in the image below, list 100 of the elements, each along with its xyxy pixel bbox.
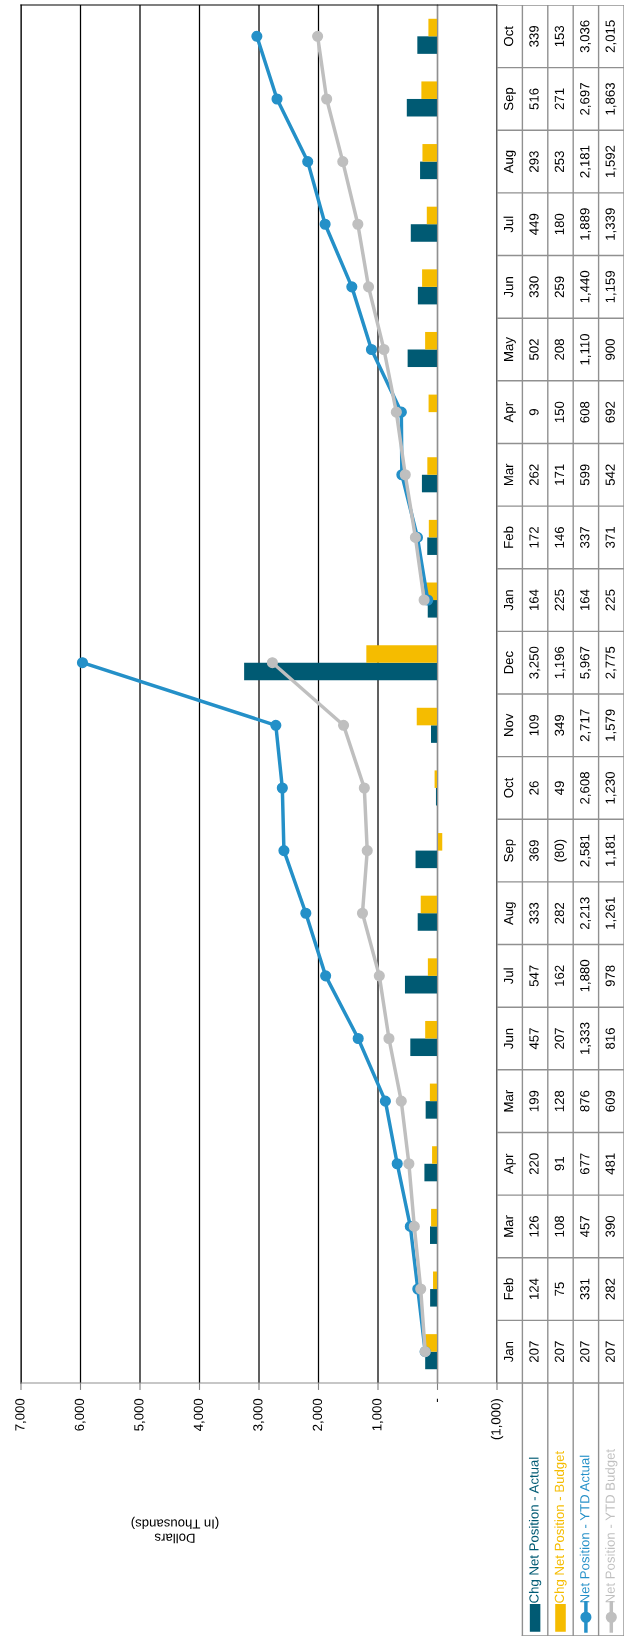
- data-label: 369: [529, 840, 539, 862]
- y-tick-label: Jun: [504, 1028, 514, 1049]
- data-label: 282: [554, 902, 565, 924]
- data-label: 225: [554, 589, 565, 611]
- y-tick-label: Sep: [503, 87, 516, 111]
- data-label: 126: [529, 1215, 539, 1237]
- data-label: 2,181: [580, 145, 591, 178]
- data-label: 124: [529, 1278, 539, 1300]
- x-tick-label: 1,000: [372, 1398, 384, 1431]
- text: Chg Net Position - Actual: [528, 1457, 542, 1603]
- text: 2,581: [580, 834, 591, 867]
- text: 1,579: [605, 709, 617, 741]
- data-label: 333: [529, 902, 539, 924]
- text: 2,717: [580, 709, 591, 742]
- data-label: 171: [554, 464, 564, 485]
- y-tick-label: Jul: [503, 968, 514, 985]
- data-label: 1,592: [605, 145, 617, 178]
- text: 1,880: [580, 959, 591, 992]
- data-label: 128: [554, 1090, 565, 1112]
- text: 2,213: [580, 897, 591, 930]
- text: Net Position - YTD Actual: [579, 1455, 590, 1603]
- data-label: 3,250: [529, 646, 541, 679]
- text: 1,333: [580, 1022, 591, 1054]
- text: 1,261: [605, 897, 617, 929]
- data-label: 542: [605, 464, 615, 486]
- y-tick-label: Mar: [504, 463, 514, 486]
- text: Chg Net Position - Budget: [554, 1450, 567, 1603]
- text: 816: [605, 1028, 615, 1049]
- x-tick-label: 7,000: [15, 1398, 27, 1431]
- data-label: 9: [529, 409, 539, 416]
- data-label: 180: [554, 213, 565, 235]
- data-label: 262: [529, 464, 539, 486]
- text: 331: [580, 1278, 590, 1300]
- data-label: (80): [554, 839, 567, 862]
- y-tick-label: May: [504, 337, 516, 361]
- y-tick-label: Jun: [504, 277, 514, 298]
- text: 457: [580, 1216, 590, 1238]
- data-label: 208: [554, 339, 565, 360]
- text: 677: [580, 1153, 590, 1175]
- data-label: 1,159: [605, 270, 617, 303]
- x-tick-label: (1,000): [490, 1399, 504, 1440]
- data-label: 259: [554, 276, 565, 298]
- text: Dollars (In Thousands): [131, 1516, 219, 1544]
- text: 978: [605, 965, 615, 987]
- data-label: 1,339: [605, 208, 617, 240]
- x-tick-label: -: [436, 1398, 438, 1403]
- data-label: 91: [554, 1157, 565, 1171]
- data-label: 199: [529, 1090, 539, 1112]
- x-tick-label: 3,000: [253, 1398, 265, 1431]
- data-label: 49: [554, 781, 565, 795]
- data-label: 3,036: [580, 20, 591, 53]
- data-label: 1,110: [580, 333, 591, 365]
- data-label: 153: [554, 25, 565, 47]
- y-tick-label: Apr: [504, 1153, 516, 1175]
- data-label: 220: [529, 1153, 539, 1175]
- text: 207: [580, 1341, 590, 1363]
- text: 2,608: [580, 772, 591, 804]
- data-label: 516: [529, 88, 539, 110]
- text: 282: [605, 1278, 615, 1300]
- data-label: 293: [529, 151, 539, 172]
- data-label: 164: [529, 589, 539, 611]
- data-label: 900: [605, 339, 615, 360]
- data-label: 207: [529, 1341, 539, 1363]
- data-label: 172: [529, 527, 539, 548]
- data-label: 339: [529, 25, 539, 47]
- text: 207: [605, 1341, 615, 1363]
- data-label: 225: [605, 589, 615, 611]
- data-label: 502: [529, 339, 539, 360]
- x-tick-label: 5,000: [134, 1398, 146, 1431]
- text: 481: [605, 1153, 615, 1175]
- data-label: 2,015: [605, 20, 617, 53]
- data-label: 608: [580, 401, 590, 423]
- data-label: 271: [554, 88, 564, 110]
- data-label: 162: [554, 965, 565, 986]
- data-label: 146: [554, 526, 565, 548]
- text: 1,230: [605, 771, 617, 804]
- data-label: 75: [554, 1282, 565, 1296]
- text: 1,181: [605, 834, 617, 867]
- y-tick-label: Apr: [504, 402, 516, 423]
- x-tick-label: 6,000: [74, 1398, 86, 1431]
- data-label: 457: [529, 1028, 539, 1050]
- y-tick-label: Oct: [503, 777, 514, 798]
- y-tick-label: Feb: [503, 526, 514, 548]
- x-tick-label: 4,000: [193, 1398, 205, 1431]
- y-tick-label: Feb: [503, 1278, 514, 1300]
- data-label: 599: [580, 464, 590, 486]
- data-label: 371: [605, 527, 615, 548]
- data-label: 207: [554, 1341, 565, 1363]
- data-label: 207: [554, 1028, 565, 1049]
- data-label: 349: [554, 714, 565, 736]
- text: 609: [605, 1090, 615, 1112]
- data-label: 547: [529, 965, 539, 987]
- data-label: 164: [580, 589, 590, 611]
- y-tick-label: Sep: [503, 839, 516, 862]
- data-label: 449: [529, 213, 539, 235]
- data-label: 253: [554, 151, 565, 172]
- y-tick-label: Oct: [503, 26, 514, 46]
- y-tick-label: Jan: [504, 590, 514, 611]
- data-label: 330: [529, 276, 539, 298]
- data-label: 109: [529, 714, 539, 736]
